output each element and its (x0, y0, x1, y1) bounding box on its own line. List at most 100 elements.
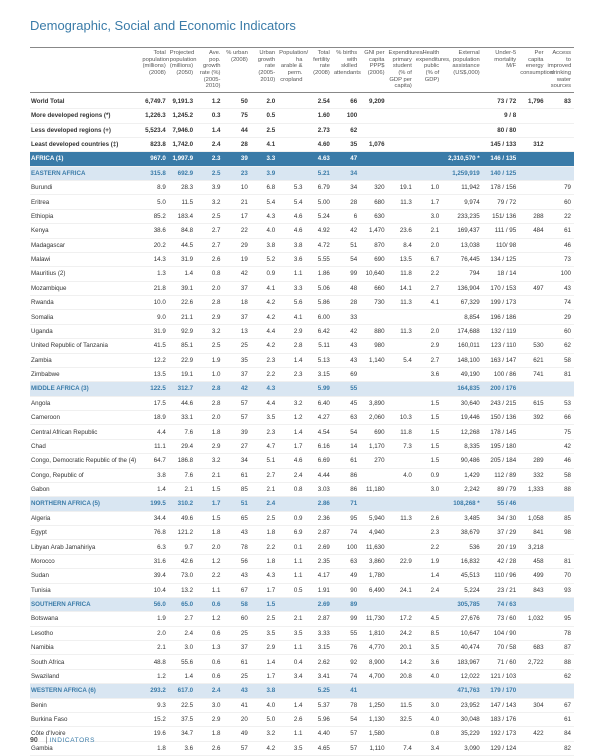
column-header: External population assistance (US$,000) (442, 48, 483, 93)
table-cell: 1,333 (519, 482, 546, 496)
table-cell: 0.9 (415, 468, 442, 482)
table-cell: 19.6 (141, 727, 168, 741)
table-cell: 10.4 (141, 583, 168, 597)
table-cell: 51 (223, 497, 250, 511)
table-cell: 967.0 (141, 152, 168, 166)
table-cell: 3.2 (196, 324, 223, 338)
table-cell: Congo, Republic of (30, 468, 141, 482)
table-cell: 2.8 (278, 339, 305, 353)
table-cell: 2.54 (305, 92, 332, 108)
table-cell: 21.1 (169, 310, 196, 324)
table-cell: 20.8 (388, 669, 415, 683)
table-cell: 2.73 (305, 123, 332, 137)
table-cell: 95 (333, 511, 360, 525)
table-cell: 1,796 (519, 92, 546, 108)
table-cell: 179 / 170 (483, 684, 519, 698)
table-cell: 31.9 (141, 324, 168, 338)
table-row: Sudan39.473.02.2434.31.14.17491,7801.445… (30, 569, 574, 583)
table-cell: 1.4 (278, 353, 305, 367)
table-cell: 27,676 (442, 612, 483, 626)
table-cell: 7.4 (388, 741, 415, 755)
table-row: South Africa48.855.60.6611.40.42.62928,9… (30, 655, 574, 669)
table-cell: 4.65 (305, 741, 332, 755)
table-cell: Zambia (30, 353, 141, 367)
table-cell: 112 / 89 (483, 468, 519, 482)
table-cell: 5.21 (305, 166, 332, 180)
table-cell (360, 166, 387, 180)
column-header: Per capita energy consumption (519, 48, 546, 93)
table-cell: 1.8 (196, 727, 223, 741)
table-cell: 5.4 (251, 195, 278, 209)
table-cell (519, 425, 546, 439)
table-cell: 21.8 (141, 281, 168, 295)
table-cell (415, 92, 442, 108)
table-cell: 243 / 215 (483, 396, 519, 410)
table-cell: 3.5 (415, 641, 442, 655)
table-cell (360, 367, 387, 381)
table-cell: 2.87 (305, 526, 332, 540)
table-cell: 78 (223, 540, 250, 554)
table-cell: 121 / 103 (483, 669, 519, 683)
column-header: % urban (2008) (223, 48, 250, 93)
table-cell: 1.2 (196, 612, 223, 626)
table-cell (519, 439, 546, 453)
table-cell: 3.5 (251, 626, 278, 640)
table-cell: 0.3 (196, 109, 223, 123)
table-cell: 5,523.4 (141, 123, 168, 137)
table-cell: 4.0 (251, 698, 278, 712)
table-cell: 4,770 (360, 641, 387, 655)
table-cell: 2.1 (141, 641, 168, 655)
table-row: Malawi14.331.92.6195.23.65.555469013.56.… (30, 252, 574, 266)
table-cell: 174,688 (442, 324, 483, 338)
table-cell: 4.4 (251, 324, 278, 338)
table-cell: 199 / 173 (483, 296, 519, 310)
table-cell (388, 597, 415, 611)
table-cell: 1.1 (278, 727, 305, 741)
table-cell: 12,022 (442, 669, 483, 683)
table-cell (547, 684, 574, 698)
table-cell: 730 (360, 296, 387, 310)
table-cell (519, 152, 546, 166)
table-row: AFRICA (1)967.01,997.92.3393.34.63472,31… (30, 152, 574, 166)
table-cell: 310.2 (169, 497, 196, 511)
table-cell: 110/ 98 (483, 238, 519, 252)
table-cell: Algeria (30, 511, 141, 525)
table-cell: 11,180 (360, 482, 387, 496)
table-cell: 615 (519, 396, 546, 410)
table-cell: 89 / 79 (483, 482, 519, 496)
table-cell: 90,486 (442, 454, 483, 468)
table-cell: 82 (547, 741, 574, 755)
table-cell: 5.6 (278, 296, 305, 310)
table-cell: 57 (333, 741, 360, 755)
table-cell: 320 (360, 181, 387, 195)
table-cell: 4.3 (251, 569, 278, 583)
table-cell: 2.5 (251, 123, 278, 137)
column-header: Access to improved drinking water source… (547, 48, 574, 93)
table-cell: 5.4 (388, 353, 415, 367)
table-cell: 50 (223, 92, 250, 108)
table-cell: 84 (547, 727, 574, 741)
table-cell: Libyan Arab Jamahiriya (30, 540, 141, 554)
table-cell: 9.7 (169, 540, 196, 554)
table-cell: 25 (223, 626, 250, 640)
table-cell: 2.3 (415, 526, 442, 540)
table-cell: 2.0 (196, 411, 223, 425)
table-cell: 2.4 (169, 626, 196, 640)
table-cell: 35,229 (442, 727, 483, 741)
table-cell: Burundi (30, 181, 141, 195)
table-cell: 78 (547, 626, 574, 640)
table-cell: 24.1 (388, 583, 415, 597)
table-cell: 99 (333, 612, 360, 626)
table-row: Congo, Democratic Republic of the (4)64.… (30, 454, 574, 468)
table-cell (519, 669, 546, 683)
table-row: Eritrea5.011.53.2215.45.45.002868011.31.… (30, 195, 574, 209)
table-cell: Botswana (30, 612, 141, 626)
table-cell: 2,242 (442, 482, 483, 496)
table-cell: 62 (333, 123, 360, 137)
table-cell: 843 (519, 583, 546, 597)
table-cell: 178 / 156 (483, 181, 519, 195)
table-cell: 10,640 (360, 267, 387, 281)
table-cell: 2.1 (278, 612, 305, 626)
table-cell: 49.6 (169, 511, 196, 525)
table-cell: 31.6 (141, 554, 168, 568)
